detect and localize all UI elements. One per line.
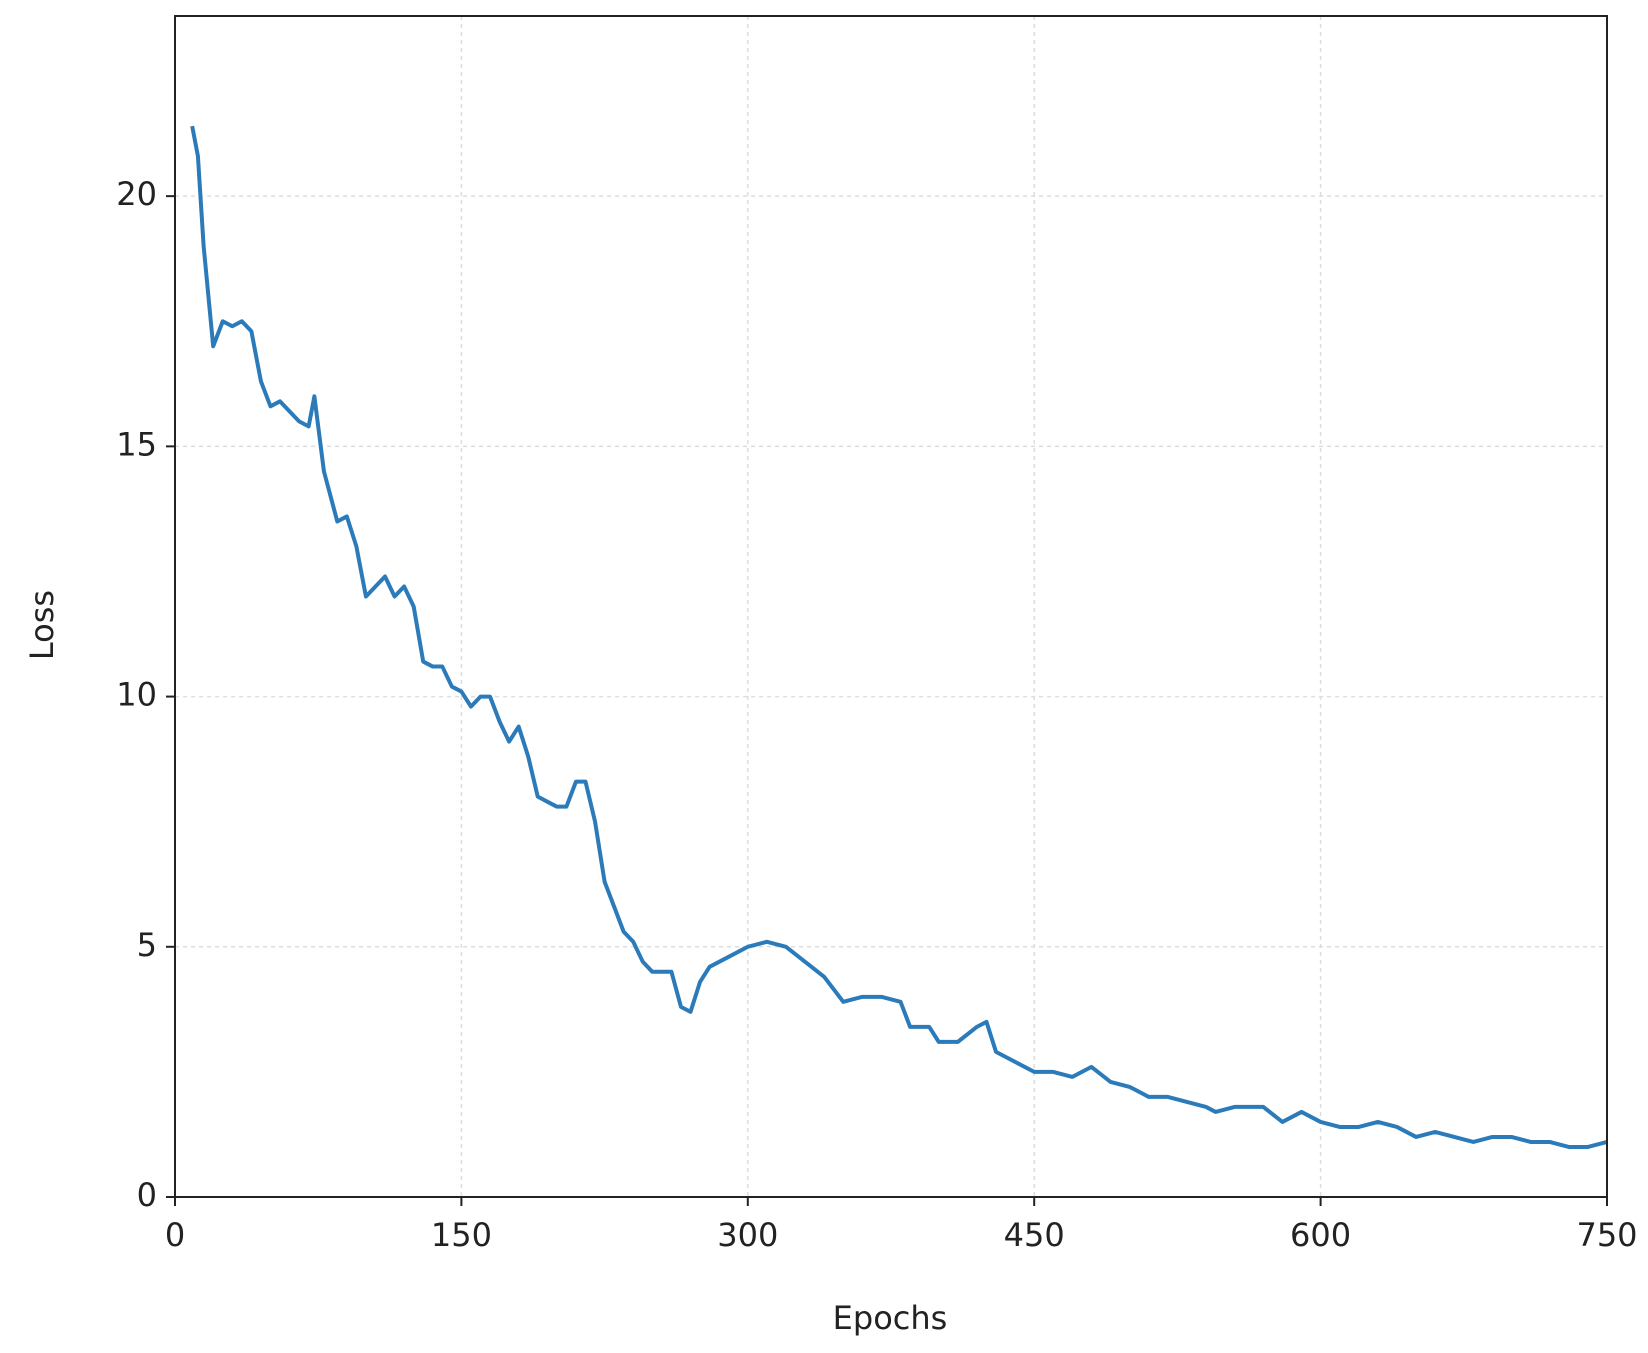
x-tick-label: 450: [1004, 1216, 1065, 1254]
y-tick-label: 15: [116, 425, 157, 463]
data-line: [190, 125, 1608, 1149]
y-tick-label: 20: [116, 175, 157, 213]
y-tick-label: 5: [137, 926, 157, 964]
y-axis-label: Loss: [23, 590, 61, 660]
plot-frame: [174, 15, 1608, 1198]
y-tick-label: 10: [116, 676, 157, 714]
x-tick-label: 300: [717, 1216, 778, 1254]
y-tick-label: 0: [137, 1176, 157, 1214]
x-tick-label: 750: [1576, 1216, 1637, 1254]
x-tick-label: 0: [165, 1216, 185, 1254]
x-tick-label: 150: [431, 1216, 492, 1254]
x-tick-label: 600: [1290, 1216, 1351, 1254]
x-axis-label: Epochs: [833, 1299, 948, 1337]
